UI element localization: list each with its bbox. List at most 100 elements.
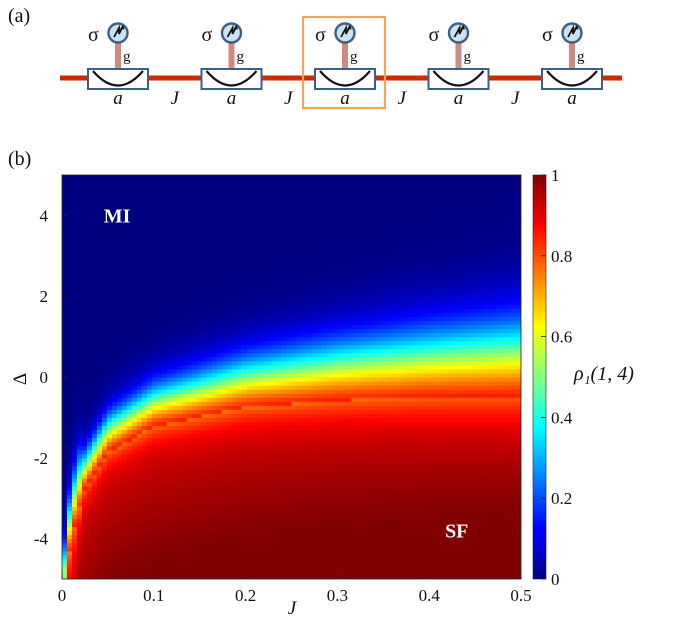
heatmap-cell (286, 251, 293, 257)
heatmap-cell (276, 191, 283, 196)
heatmap-cell (296, 465, 303, 471)
heatmap-cell (256, 211, 263, 216)
heatmap-cell (296, 247, 303, 253)
heatmap-cell (291, 223, 298, 229)
heatmap-cell (191, 409, 198, 414)
heatmap-cell (201, 377, 208, 382)
heatmap-cell (181, 356, 188, 362)
heatmap-cell (76, 328, 83, 334)
heatmap-cell (181, 332, 188, 338)
heatmap-cell (131, 401, 138, 406)
heatmap-cell (66, 280, 73, 285)
heatmap-cell (171, 336, 178, 342)
heatmap-cell (266, 219, 273, 225)
heatmap-cell (126, 538, 133, 544)
heatmap-cell (136, 377, 143, 382)
heatmap-cell (176, 518, 183, 524)
heatmap-cell (71, 385, 78, 390)
heatmap-cell (131, 514, 138, 519)
heatmap-cell (286, 203, 293, 208)
heatmap-cell (101, 449, 108, 455)
heatmap-cell (126, 284, 133, 289)
heatmap-cell (251, 199, 258, 204)
heatmap-cell (191, 324, 198, 330)
heatmap-cell (236, 284, 243, 289)
heatmap-cell (151, 482, 158, 487)
heatmap-cell (66, 263, 73, 269)
heatmap-cell (146, 486, 153, 491)
heatmap-cell (241, 502, 248, 507)
heatmap-cell (241, 284, 248, 289)
heatmap-cell (111, 372, 118, 378)
heatmap-cell (271, 530, 278, 536)
heatmap-cell (216, 267, 223, 273)
heatmap-cell (176, 312, 183, 317)
heatmap-cell (106, 231, 113, 237)
heatmap-cell (276, 267, 283, 273)
heatmap-cell (76, 312, 83, 317)
heatmap-cell (241, 453, 248, 459)
heatmap-cell (296, 514, 303, 519)
heatmap-cell (81, 340, 88, 346)
heatmap-cell (186, 554, 193, 560)
heatmap-cell (231, 243, 238, 249)
heatmap-cell (296, 550, 303, 556)
spin-arrow-icon (453, 24, 465, 38)
heatmap-cell (246, 566, 253, 572)
heatmap-cell (126, 243, 133, 249)
heatmap-cell (166, 550, 173, 556)
heatmap-cell (131, 405, 138, 410)
heatmap-cell (186, 320, 193, 326)
heatmap-cell (296, 251, 303, 257)
heatmap-cell (206, 203, 213, 208)
heatmap-cell (116, 574, 123, 579)
heatmap-cell (76, 397, 83, 402)
heatmap-cell (76, 324, 83, 330)
heatmap-cell (186, 175, 193, 180)
heatmap-cell (116, 324, 123, 330)
heatmap-cell (62, 574, 68, 579)
heatmap-cell (296, 312, 303, 317)
heatmap-cell (236, 381, 243, 386)
heatmap-cell (266, 207, 273, 212)
heatmap-cell (246, 397, 253, 402)
heatmap-cell (271, 498, 278, 503)
heatmap-cell (256, 296, 263, 301)
heatmap-cell (246, 494, 253, 499)
heatmap-cell (231, 522, 238, 528)
heatmap-cell (261, 417, 268, 423)
heatmap-cell (96, 546, 103, 552)
heatmap-cell (131, 518, 138, 524)
heatmap-cell (121, 328, 128, 334)
heatmap-cell (66, 570, 73, 576)
heatmap-cell (221, 522, 228, 528)
heatmap-cell (301, 271, 308, 277)
heatmap-cell (206, 397, 213, 402)
heatmap-cell (181, 397, 188, 402)
heatmap-cell (91, 276, 98, 281)
heatmap-cell (201, 175, 208, 180)
heatmap-cell (221, 445, 228, 451)
heatmap-cell (261, 441, 268, 447)
heatmap-cell (231, 199, 238, 204)
heatmap-cell (146, 203, 153, 208)
heatmap-cell (181, 542, 188, 548)
heatmap-cell (81, 288, 88, 293)
heatmap-cell (216, 570, 223, 576)
heatmap-cell (171, 433, 178, 439)
heatmap-cell (276, 469, 283, 475)
heatmap-cell (166, 344, 173, 350)
heatmap-cell (211, 397, 218, 402)
heatmap-cell (136, 401, 143, 406)
heatmap-cell (296, 562, 303, 568)
heatmap-cell (216, 199, 223, 204)
heatmap-cell (101, 251, 108, 257)
heatmap-cell (291, 469, 298, 475)
heatmap-cell (136, 498, 143, 503)
heatmap-cell (166, 526, 173, 532)
heatmap-cell (111, 304, 118, 309)
heatmap-cell (301, 344, 308, 350)
heatmap-cell (101, 534, 108, 540)
heatmap-cell (156, 377, 163, 382)
heatmap-cell (71, 179, 78, 184)
